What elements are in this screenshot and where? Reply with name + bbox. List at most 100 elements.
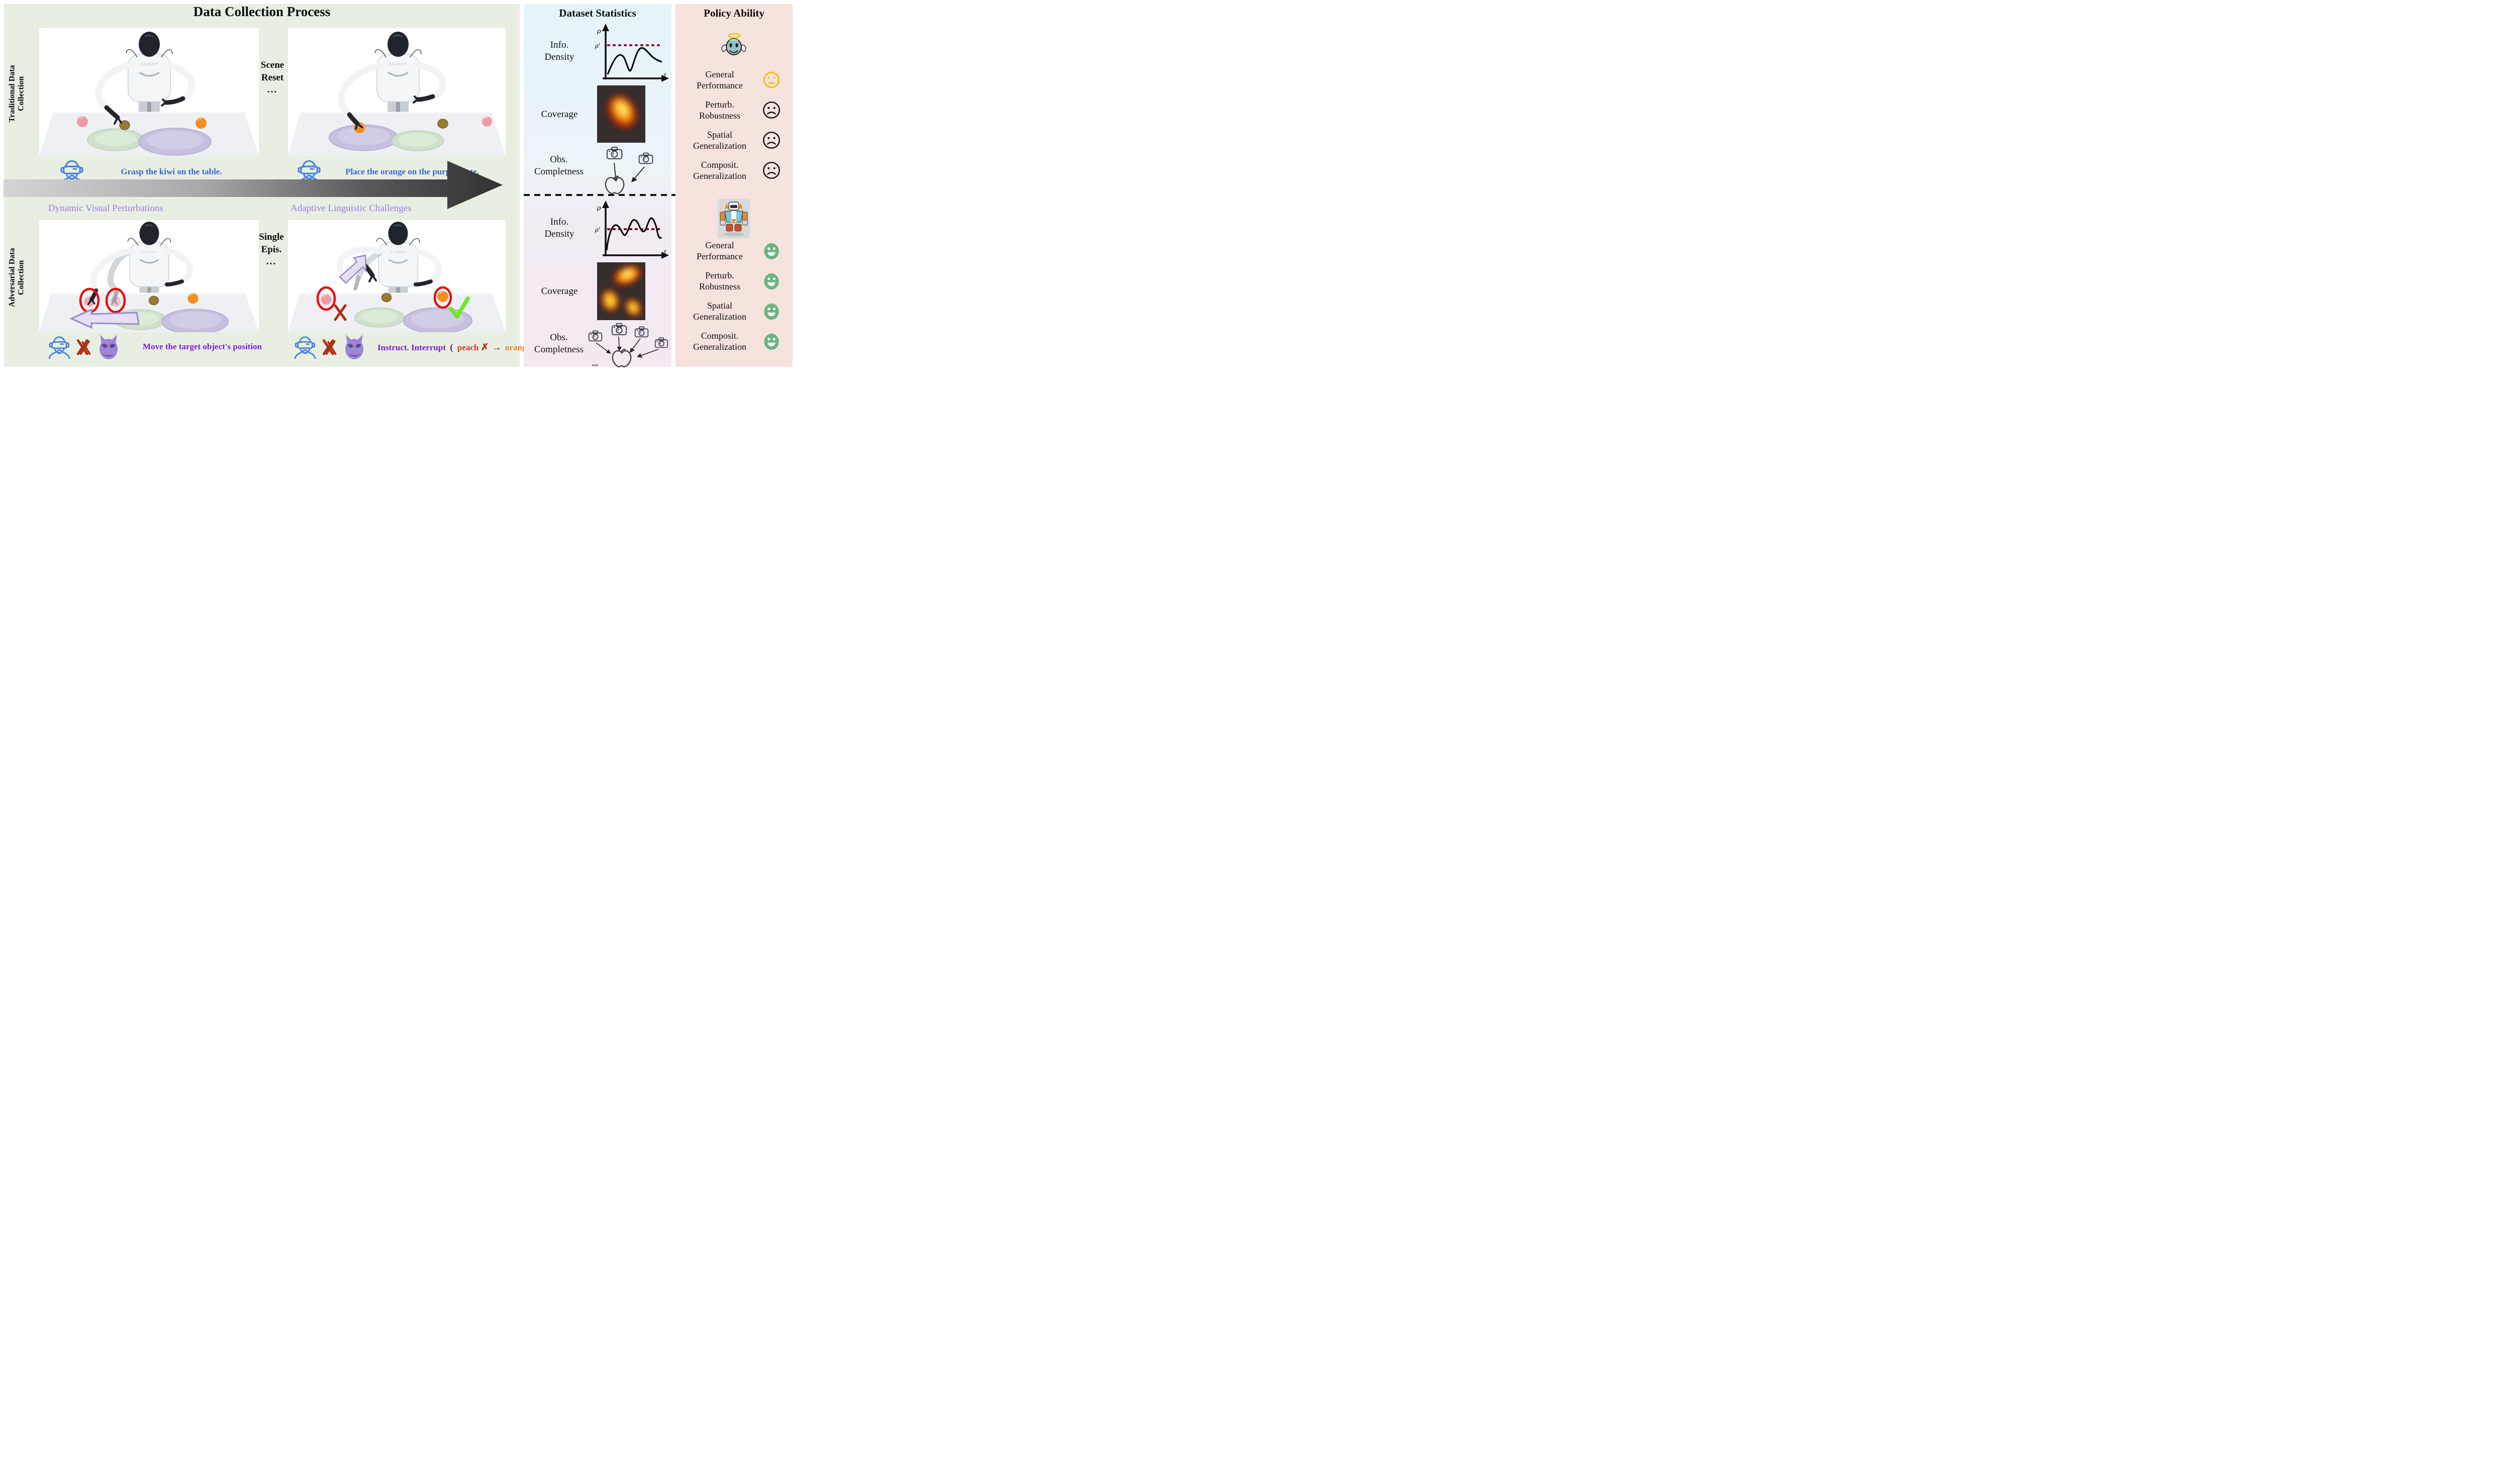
- obs-completeness-traditional: [605, 146, 653, 194]
- metric-obs-completeness: Obs. Completness: [534, 154, 584, 177]
- ghost-arm: [107, 248, 133, 306]
- photo-traditional-grasp: [39, 28, 259, 156]
- camera-icon: [634, 326, 649, 338]
- no-teleop-cross-icon: [75, 338, 91, 356]
- single-episode-label: Single Epis. ...: [259, 232, 284, 267]
- info-density-chart-adversarial: ρ ρ' t: [595, 201, 669, 259]
- policy-title: Policy Ability: [704, 7, 764, 19]
- apple-icon: [612, 348, 632, 368]
- camera-icon: [606, 146, 623, 159]
- axis-rho: ρ: [597, 205, 601, 212]
- check-mark-orange: [449, 296, 470, 319]
- plate-green: [87, 128, 144, 151]
- scene-reset-label: Scene Reset ...: [260, 60, 284, 95]
- highlight-circle-old-position: [105, 287, 126, 314]
- metric-info-density: Info. Density: [544, 217, 574, 239]
- instruction-text: Move the target object's position: [143, 342, 262, 351]
- vr-teleop-icon: [294, 334, 316, 359]
- photo-adversarial-interrupt: [288, 220, 506, 332]
- ability-perturb-robustness: Perturb. Robustness: [699, 100, 740, 121]
- robot-arms: [338, 62, 446, 130]
- fruit-peach: [320, 293, 332, 306]
- caption-adversarial-1: Move the target object's position: [48, 334, 262, 360]
- apple-icon: [605, 175, 625, 194]
- move-left-arrow: [69, 308, 140, 329]
- ability-spatial-generalization: Spatial Generalization: [693, 301, 746, 322]
- sad-face-icon: [762, 161, 781, 180]
- metric-obs-completeness: Obs. Completness: [534, 332, 584, 355]
- row-label-traditional-l1: Traditional Data: [8, 65, 17, 123]
- highlight-circle-peach: [316, 286, 336, 311]
- arrow-glyph: →: [492, 342, 502, 352]
- axis-t: t: [664, 72, 666, 79]
- ability-general-performance: General Performance: [697, 240, 743, 261]
- ability-general-performance: General Performance: [697, 69, 743, 90]
- row-label-traditional: Traditional Data Collection: [8, 28, 27, 159]
- fruit-kiwi: [148, 295, 159, 306]
- vr-teleop-icon: [48, 334, 70, 359]
- adversarial-mode-visual: Dynamic Visual Perturbations: [48, 203, 163, 214]
- ability-composit-generalization: Composit. Generalization: [693, 331, 746, 352]
- caption-traditional-1: Grasp the kiwi on the table.: [59, 158, 258, 186]
- robot-avatar-icon: [718, 199, 750, 238]
- ability-spatial-generalization: Spatial Generalization: [693, 130, 746, 151]
- devil-icon: [342, 334, 366, 360]
- photo-adversarial-move: [39, 220, 259, 332]
- interrupt-label: Instruct. Interrupt: [377, 342, 446, 352]
- obs-completeness-adversarial: ...: [588, 323, 668, 368]
- angel-face-icon: [721, 33, 746, 55]
- axis-rho-thresh: ρ': [595, 42, 600, 49]
- fruit-orange: [187, 292, 199, 305]
- neutral-face-icon: [762, 70, 781, 89]
- fruit-orange: [195, 117, 208, 130]
- happy-face-icon: [762, 272, 781, 291]
- fruit-kiwi: [437, 119, 448, 129]
- caption-adversarial-2: Instruct. Interrupt ( peach ✗ → orange ✓…: [294, 334, 550, 360]
- axis-rho-thresh: ρ': [595, 226, 600, 233]
- sad-face-icon: [762, 101, 781, 120]
- camera-icon: [638, 152, 653, 164]
- camera-icon: [654, 337, 668, 348]
- row-label-adversarial-l2: Collection: [17, 260, 26, 295]
- ability-composit-generalization: Composit. Generalization: [693, 160, 746, 181]
- fruit-peach: [481, 116, 493, 128]
- camera-icon: [588, 330, 603, 342]
- retarget-arrow: [339, 254, 367, 284]
- ability-perturb-robustness: Perturb. Robustness: [699, 270, 740, 291]
- density-curve: [606, 217, 662, 251]
- adversarial-mode-linguistic: Adaptive Linguistic Challenges: [291, 203, 412, 214]
- photo-traditional-place: [288, 28, 506, 156]
- section-divider-dashed: [524, 194, 793, 196]
- fruit-orange: [436, 290, 449, 303]
- highlight-circle-orange: [433, 286, 452, 309]
- caption-traditional-2: Place the orange on the purple plate.: [297, 158, 503, 186]
- row-label-adversarial-l1: Adversarial Data: [8, 248, 17, 308]
- info-density-chart-traditional: ρ ρ' t: [595, 24, 669, 82]
- devil-icon: [96, 334, 121, 360]
- coverage-heatmap-traditional: [597, 85, 645, 143]
- density-curve: [607, 47, 662, 75]
- stats-title: Dataset Statistics: [559, 7, 636, 19]
- fruit-peach: [76, 115, 89, 128]
- axis-t: t: [664, 249, 666, 256]
- camera-icon: [611, 323, 627, 336]
- metric-coverage: Coverage: [541, 286, 578, 296]
- sad-face-icon: [762, 131, 781, 150]
- plate-purple: [138, 128, 212, 156]
- plate-green: [354, 307, 405, 328]
- metric-coverage: Coverage: [541, 109, 578, 120]
- robot-arms: [95, 62, 196, 125]
- metric-info-density: Info. Density: [544, 40, 574, 62]
- axis-rho: ρ: [597, 28, 601, 35]
- cross-mark-peach: [334, 304, 347, 321]
- plate-purple: [161, 309, 229, 332]
- rejected-object: peach: [457, 342, 479, 352]
- row-label-adversarial: Adversarial Data Collection: [8, 212, 27, 343]
- process-title: Data Collection Process: [193, 4, 331, 19]
- plate-green: [391, 130, 444, 151]
- cross-mark: ✗: [480, 342, 489, 353]
- happy-face-icon: [762, 302, 781, 321]
- fruit-kiwi: [381, 292, 392, 303]
- happy-face-icon: [762, 242, 781, 261]
- instruction-text: Place the orange on the purple plate.: [345, 167, 479, 176]
